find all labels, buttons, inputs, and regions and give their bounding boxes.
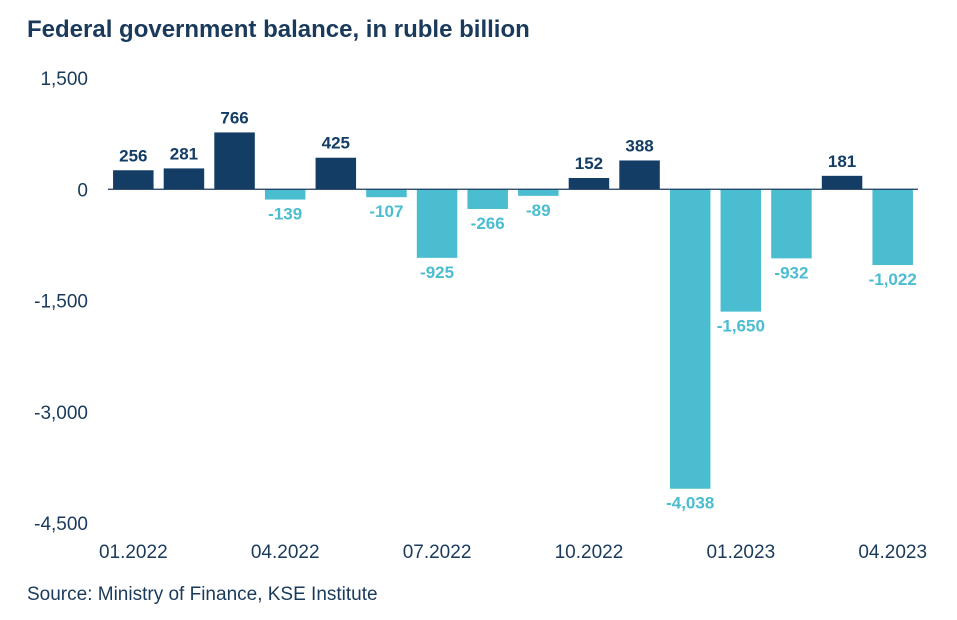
y-tick-label: -1,500 [34,292,88,313]
bar [163,168,205,190]
x-tick-label: 01.2022 [99,542,168,563]
data-label: 388 [625,136,653,155]
y-tick-label: 0 [77,180,88,201]
bar [315,157,357,190]
data-label: -932 [774,263,808,282]
x-tick-label: 01.2023 [706,542,775,563]
data-label: 766 [220,108,248,127]
bar [264,189,306,200]
bar [669,189,711,489]
bar [720,189,762,312]
bar [214,132,255,190]
bar [771,189,812,259]
chart-title: Federal government balance, in ruble bil… [27,16,530,43]
data-label: -1,022 [869,270,917,289]
bar [366,189,407,198]
y-tick-label: -4,500 [34,514,88,535]
source-note: Source: Ministry of Finance, KSE Institu… [27,584,378,605]
x-tick-label: 10.2022 [555,542,624,563]
data-label: -925 [420,263,454,282]
y-tick-label: -3,000 [34,403,88,424]
y-axis-tick-labels: 1,500 0 -1,500 -3,000 -4,500 [34,69,88,535]
x-tick-label: 04.2022 [251,542,320,563]
bars [113,132,913,489]
bar [518,189,559,196]
x-axis-tick-labels: 01.2022 04.2022 07.2022 10.2022 01.2023 04.20… [99,542,927,563]
data-label: -107 [369,202,403,221]
y-tick-label: 1,500 [40,69,88,90]
x-tick-label: 07.2022 [403,542,472,563]
bar [619,160,660,190]
bar [416,189,458,258]
data-label: -139 [268,205,302,224]
data-label: -89 [526,201,551,220]
bar [872,189,913,266]
data-label: -266 [471,214,505,233]
data-label: 425 [322,134,350,153]
data-label: 281 [170,144,198,163]
data-labels: 256 281 766 -139 425 -107 -925 -266 -89 152 388 -4,… [119,108,917,512]
bar [113,170,154,190]
data-label: 152 [575,154,603,173]
x-tick-label: 04.2023 [858,542,927,563]
bar [568,177,610,190]
data-label: -4,038 [666,494,714,513]
bar [467,189,508,209]
bar [821,175,863,190]
data-label: 256 [119,146,147,165]
data-label: -1,650 [717,317,765,336]
data-label: 181 [828,152,856,171]
